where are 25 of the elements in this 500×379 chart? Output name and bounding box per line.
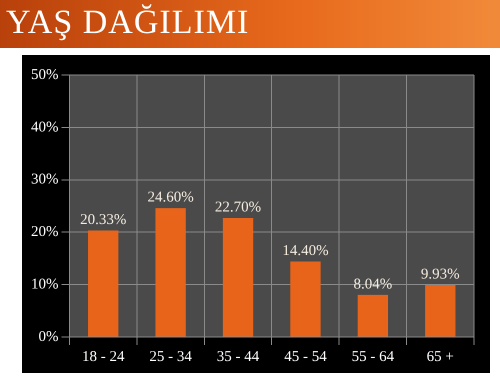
bar — [358, 294, 388, 336]
y-tick-label: 30% — [30, 172, 58, 188]
x-tick-label: 45 - 54 — [284, 348, 328, 365]
y-tick-label: 40% — [30, 119, 58, 136]
bar — [88, 230, 118, 336]
x-tick-label: 65 + — [426, 348, 454, 365]
y-tick-label: 20% — [30, 224, 58, 240]
x-tick-label: 25 - 34 — [149, 348, 192, 365]
x-tick-label: 18 - 24 — [82, 348, 125, 365]
data-label: 8.04% — [354, 276, 392, 292]
bar — [290, 262, 321, 336]
data-label: 14.40% — [282, 242, 329, 259]
x-tick-label: 55 - 64 — [352, 348, 395, 365]
y-tick-label: 0% — [38, 328, 58, 345]
bar — [222, 218, 254, 336]
data-label: 20.33% — [80, 212, 126, 228]
y-tick-label: 50% — [30, 66, 58, 83]
bar — [155, 208, 186, 336]
data-label: 24.60% — [147, 190, 194, 206]
data-label: 9.93% — [420, 266, 460, 282]
x-tick-label: 35 - 44 — [216, 348, 260, 365]
y-tick-label: 10% — [30, 276, 58, 293]
bar — [425, 284, 456, 336]
chart-title: YAŞ DAĞILIMI — [6, 4, 250, 42]
data-label: 22.70% — [214, 199, 262, 216]
